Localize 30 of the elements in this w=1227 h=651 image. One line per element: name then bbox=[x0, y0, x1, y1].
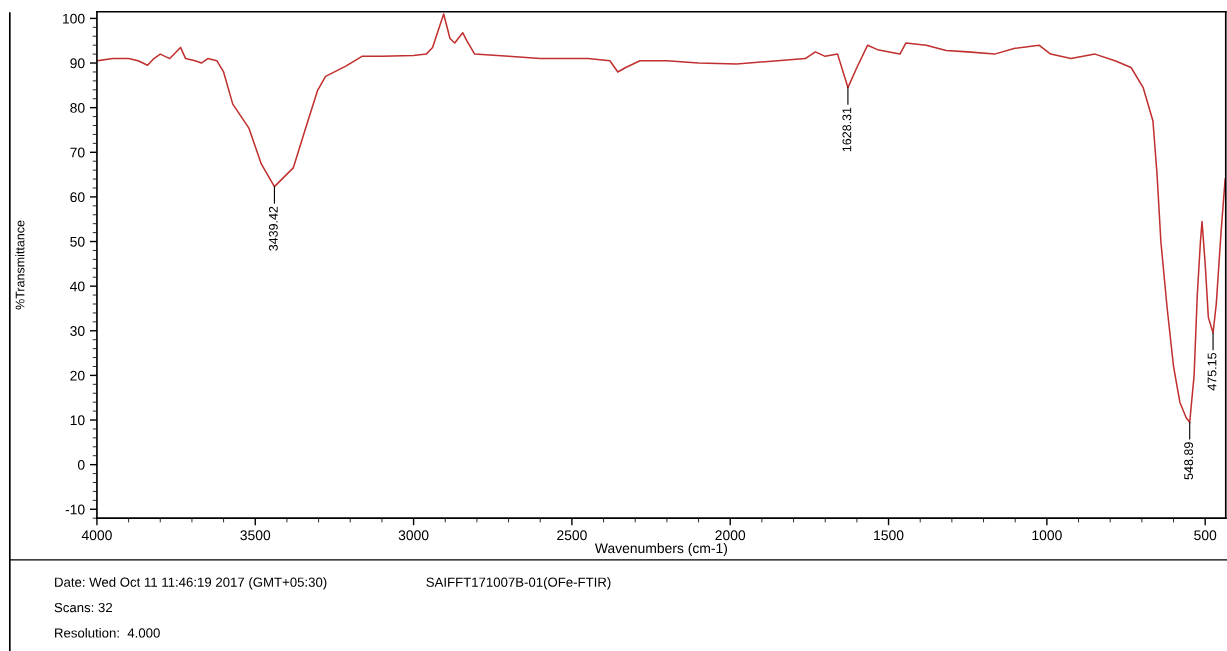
y-tick-label: 90 bbox=[70, 58, 85, 69]
text: Resolution: 4.000 bbox=[55, 627, 160, 638]
x-tick-label: 3000 bbox=[398, 530, 429, 541]
y-tick-label: 20 bbox=[70, 370, 85, 381]
y-tick-label: 30 bbox=[70, 326, 85, 336]
text: Scans: 32 bbox=[54, 602, 112, 613]
x-tick-label: 1500 bbox=[874, 530, 904, 541]
x-tick-label: 1000 bbox=[1032, 530, 1062, 541]
annotation: 475.15 bbox=[1207, 352, 1217, 391]
x-tick-label: 2000 bbox=[715, 530, 746, 541]
text: SAIFFT171007B-01(OFe-FTIR) bbox=[426, 577, 611, 590]
annotation: 3439.42 bbox=[268, 206, 278, 251]
x-tick-label: 2500 bbox=[557, 530, 587, 541]
y-tick-label: 40 bbox=[70, 281, 85, 292]
x-axis-title: Wavenumbers (cm-1) bbox=[594, 542, 727, 556]
y-tick-label: 10 bbox=[70, 415, 85, 426]
y-tick-label: 0 bbox=[77, 459, 85, 470]
y-tick-label: 50 bbox=[70, 236, 85, 247]
annotation: 1628.31 bbox=[842, 107, 852, 152]
y-tick-label: 70 bbox=[70, 147, 85, 158]
x-tick-label: 3500 bbox=[240, 530, 271, 541]
text: Date: Wed Oct 11 11:46:19 2017 (GMT+05:30) bbox=[55, 577, 327, 590]
annotation: 548.89 bbox=[1184, 442, 1194, 480]
y-tick-label: 60 bbox=[70, 192, 85, 203]
y-axis-title: %Transmittance bbox=[15, 220, 25, 310]
y-tick-label: 100 bbox=[63, 13, 85, 24]
x-tick-label: 500 bbox=[1194, 530, 1217, 541]
y-tick-label: -10 bbox=[65, 504, 85, 515]
x-tick-label: 4000 bbox=[81, 530, 112, 541]
y-tick-label: 80 bbox=[70, 102, 85, 113]
